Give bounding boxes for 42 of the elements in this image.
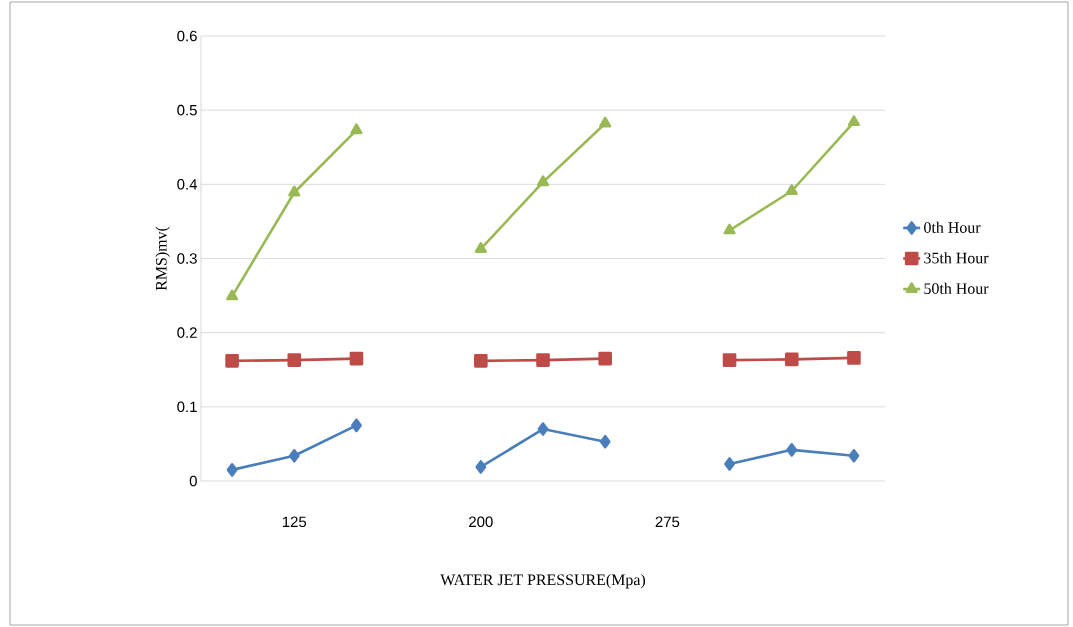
point	[351, 418, 362, 433]
point	[288, 448, 300, 463]
point	[288, 185, 301, 197]
point	[349, 351, 364, 366]
point	[847, 351, 861, 365]
legend-label: 0th Hour	[924, 221, 981, 233]
point	[226, 289, 239, 301]
y-tick-label: 0.1	[177, 401, 197, 413]
point	[848, 448, 860, 463]
x-axis-title: WATER JET PRESSURE(Mpa)	[440, 573, 646, 589]
y-tick-label: 0	[189, 475, 197, 487]
point	[786, 443, 798, 457]
x-tick-label: 125	[282, 516, 307, 528]
legend-label: 50th Hour	[924, 282, 989, 294]
point	[287, 353, 302, 367]
point	[847, 115, 860, 127]
y-tick-label: 0.6	[177, 30, 197, 42]
point	[536, 353, 550, 367]
point	[536, 175, 550, 187]
point	[724, 457, 735, 471]
x-tick-label: 275	[655, 516, 680, 528]
y-tick-label: 0.3	[177, 253, 197, 264]
point	[599, 434, 611, 449]
point	[537, 422, 549, 436]
y-tick-label: 0.2	[177, 327, 197, 338]
legend-label: 35th Hour	[924, 252, 989, 264]
point	[225, 354, 239, 368]
point	[784, 352, 799, 367]
y-tick-label: 0.4	[177, 179, 198, 190]
point	[785, 184, 798, 196]
point	[598, 351, 612, 366]
y-axis-title: RMS)mv(	[155, 226, 170, 291]
point	[226, 463, 238, 477]
x-tick-label: 200	[469, 516, 493, 528]
point	[599, 116, 612, 128]
point	[722, 353, 737, 367]
y-tick-label: 0.5	[177, 104, 197, 116]
point	[474, 242, 487, 253]
point	[474, 354, 488, 368]
point	[723, 223, 736, 235]
point	[475, 460, 487, 474]
point	[350, 123, 363, 135]
